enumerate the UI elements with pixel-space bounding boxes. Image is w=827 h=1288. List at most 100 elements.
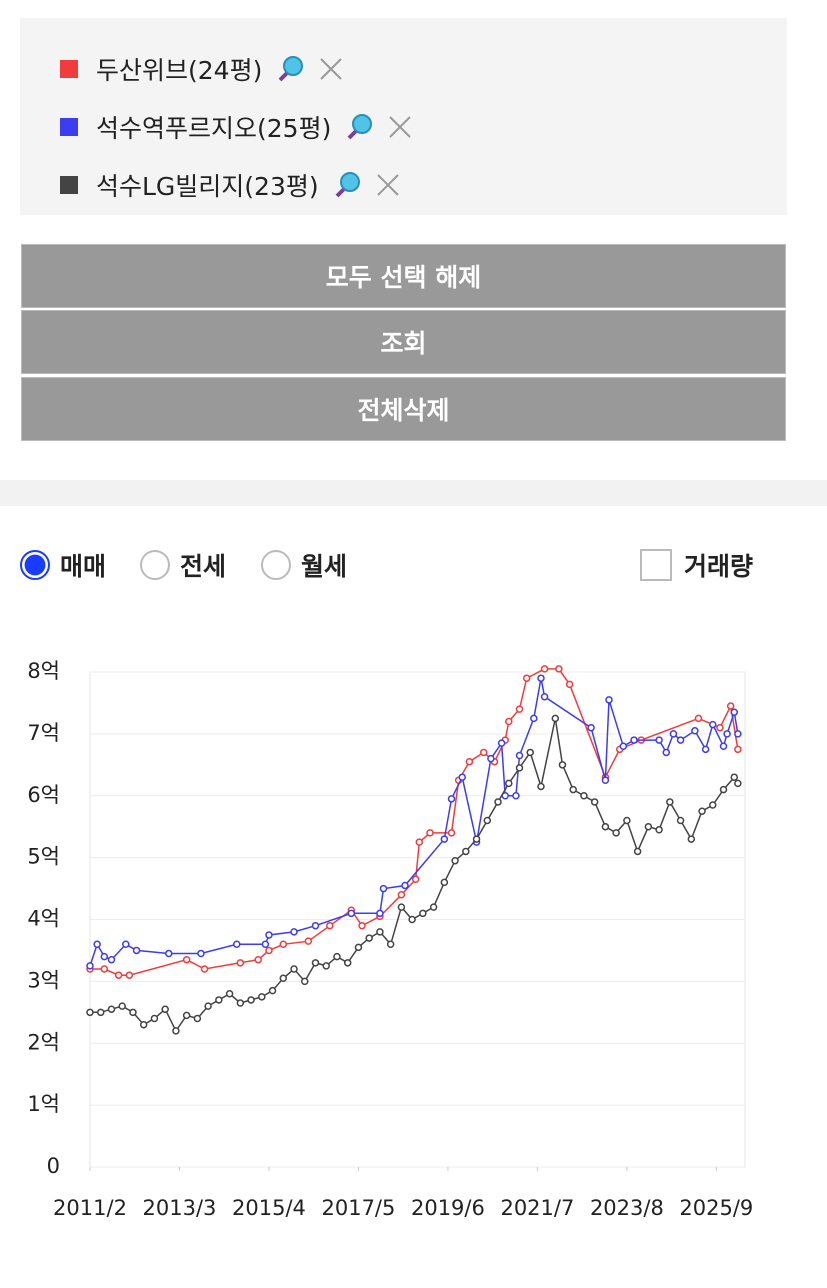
data-point <box>96 1008 105 1017</box>
data-point <box>397 891 406 899</box>
checkbox[interactable] <box>640 549 672 581</box>
data-point <box>261 940 270 948</box>
data-point <box>630 736 638 744</box>
data-point <box>676 816 685 825</box>
y-tick-label: 7억 <box>27 721 60 745</box>
x-tick-label: 2015/4 <box>232 1196 306 1220</box>
remove-icon[interactable] <box>375 172 401 198</box>
data-point <box>726 702 735 710</box>
data-point <box>734 779 742 788</box>
data-point <box>411 875 420 884</box>
legend-label: 석수LG빌리지(23평) <box>96 172 319 201</box>
data-point <box>182 955 191 964</box>
data-point <box>701 745 710 754</box>
data-point <box>505 779 513 788</box>
data-point <box>311 921 320 930</box>
data-point <box>669 730 678 738</box>
y-tick-label: 8억 <box>27 659 60 683</box>
radio-option[interactable]: 매매 <box>20 546 106 584</box>
data-point <box>515 751 524 760</box>
data-point <box>530 714 538 723</box>
data-point <box>698 807 706 815</box>
data-point <box>93 940 101 948</box>
data-point <box>479 748 488 757</box>
radio[interactable] <box>261 550 291 580</box>
data-point <box>619 742 628 750</box>
data-point <box>723 730 731 738</box>
data-point <box>265 931 273 939</box>
data-point <box>687 835 696 843</box>
data-point <box>386 940 395 948</box>
remove-icon[interactable] <box>318 56 344 82</box>
search-icon[interactable] <box>343 111 375 143</box>
data-point <box>537 782 545 791</box>
data-point <box>719 785 728 794</box>
data-point <box>347 909 356 918</box>
data-point <box>590 798 599 806</box>
chart: 0 1억 2억 3억 4억 5억 6억 7억 8억 2011/2 2013/3 2015/4 2017/… <box>27 659 753 1220</box>
data-point <box>365 934 373 942</box>
remove-icon[interactable] <box>387 114 413 140</box>
data-point <box>666 798 674 806</box>
data-point <box>487 754 495 763</box>
radio-option[interactable]: 전세 <box>140 546 226 584</box>
y-tick-label: 3억 <box>27 968 60 992</box>
data-point <box>397 903 406 911</box>
x-tick-label: 2011/2 <box>53 1196 127 1220</box>
data-point <box>258 993 266 1001</box>
data-point <box>580 792 588 800</box>
data-point <box>86 1008 94 1017</box>
data-point <box>86 962 94 970</box>
search-icon[interactable] <box>331 169 363 201</box>
data-point <box>734 745 742 754</box>
delete-all-button[interactable]: 전체삭제 <box>21 377 786 441</box>
y-tick-label: 5억 <box>27 845 60 869</box>
data-point <box>551 714 560 723</box>
data-point <box>311 959 320 967</box>
data-point <box>512 792 520 800</box>
clear-selection-button[interactable]: 모두 선택 해제 <box>21 244 786 308</box>
data-point <box>716 723 724 732</box>
radio[interactable] <box>140 550 170 580</box>
legend-swatch <box>60 118 78 136</box>
y-tick-label: 2억 <box>27 1030 60 1054</box>
search-button[interactable]: 조회 <box>21 310 786 374</box>
search-icon[interactable] <box>274 53 306 85</box>
data-point <box>379 884 388 893</box>
radio-label: 매매 <box>60 552 107 581</box>
legend-swatch <box>60 60 78 78</box>
data-point <box>100 952 109 961</box>
x-tick-label: 2013/3 <box>143 1196 217 1220</box>
data-point <box>540 693 549 701</box>
y-tick-label: 4억 <box>27 907 60 931</box>
data-point <box>537 674 545 682</box>
data-point <box>451 856 459 865</box>
data-point <box>565 680 574 689</box>
data-point <box>100 965 109 973</box>
data-point <box>709 720 717 729</box>
radio[interactable] <box>20 550 50 580</box>
radio-label: 전세 <box>180 552 227 581</box>
data-point <box>197 949 205 958</box>
data-point <box>376 909 384 918</box>
series-line <box>90 668 739 976</box>
data-point <box>709 801 717 809</box>
data-point <box>139 1020 148 1029</box>
data-point <box>644 822 653 831</box>
data-point <box>132 946 141 955</box>
data-point <box>200 965 209 973</box>
data-point <box>730 708 739 716</box>
data-point <box>326 921 334 930</box>
radio-option[interactable]: 월세 <box>261 546 347 584</box>
data-point <box>515 764 524 772</box>
data-point <box>601 776 610 785</box>
data-point <box>204 1002 212 1010</box>
data-point <box>734 730 742 738</box>
data-point <box>358 921 366 930</box>
checkbox-option[interactable]: 거래량 <box>640 546 753 584</box>
y-tick-label: 0 <box>47 1154 60 1178</box>
data-point <box>462 847 470 856</box>
data-point <box>161 1005 169 1013</box>
